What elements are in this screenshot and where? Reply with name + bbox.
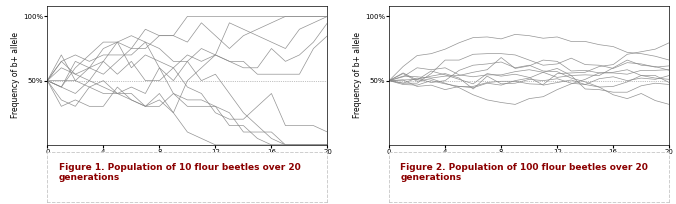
Y-axis label: Frequency of b+ allele: Frequency of b+ allele — [353, 32, 362, 119]
Text: Figure 2. Population of 100 flour beetles over 20
generations: Figure 2. Population of 100 flour beetle… — [400, 163, 648, 182]
Text: Figure 1. Population of 10 flour beetles over 20
generations: Figure 1. Population of 10 flour beetles… — [59, 163, 300, 182]
X-axis label: generations: generations — [164, 161, 210, 170]
X-axis label: generations: generations — [506, 161, 552, 170]
Y-axis label: Frequency of b+ allele: Frequency of b+ allele — [11, 32, 20, 119]
